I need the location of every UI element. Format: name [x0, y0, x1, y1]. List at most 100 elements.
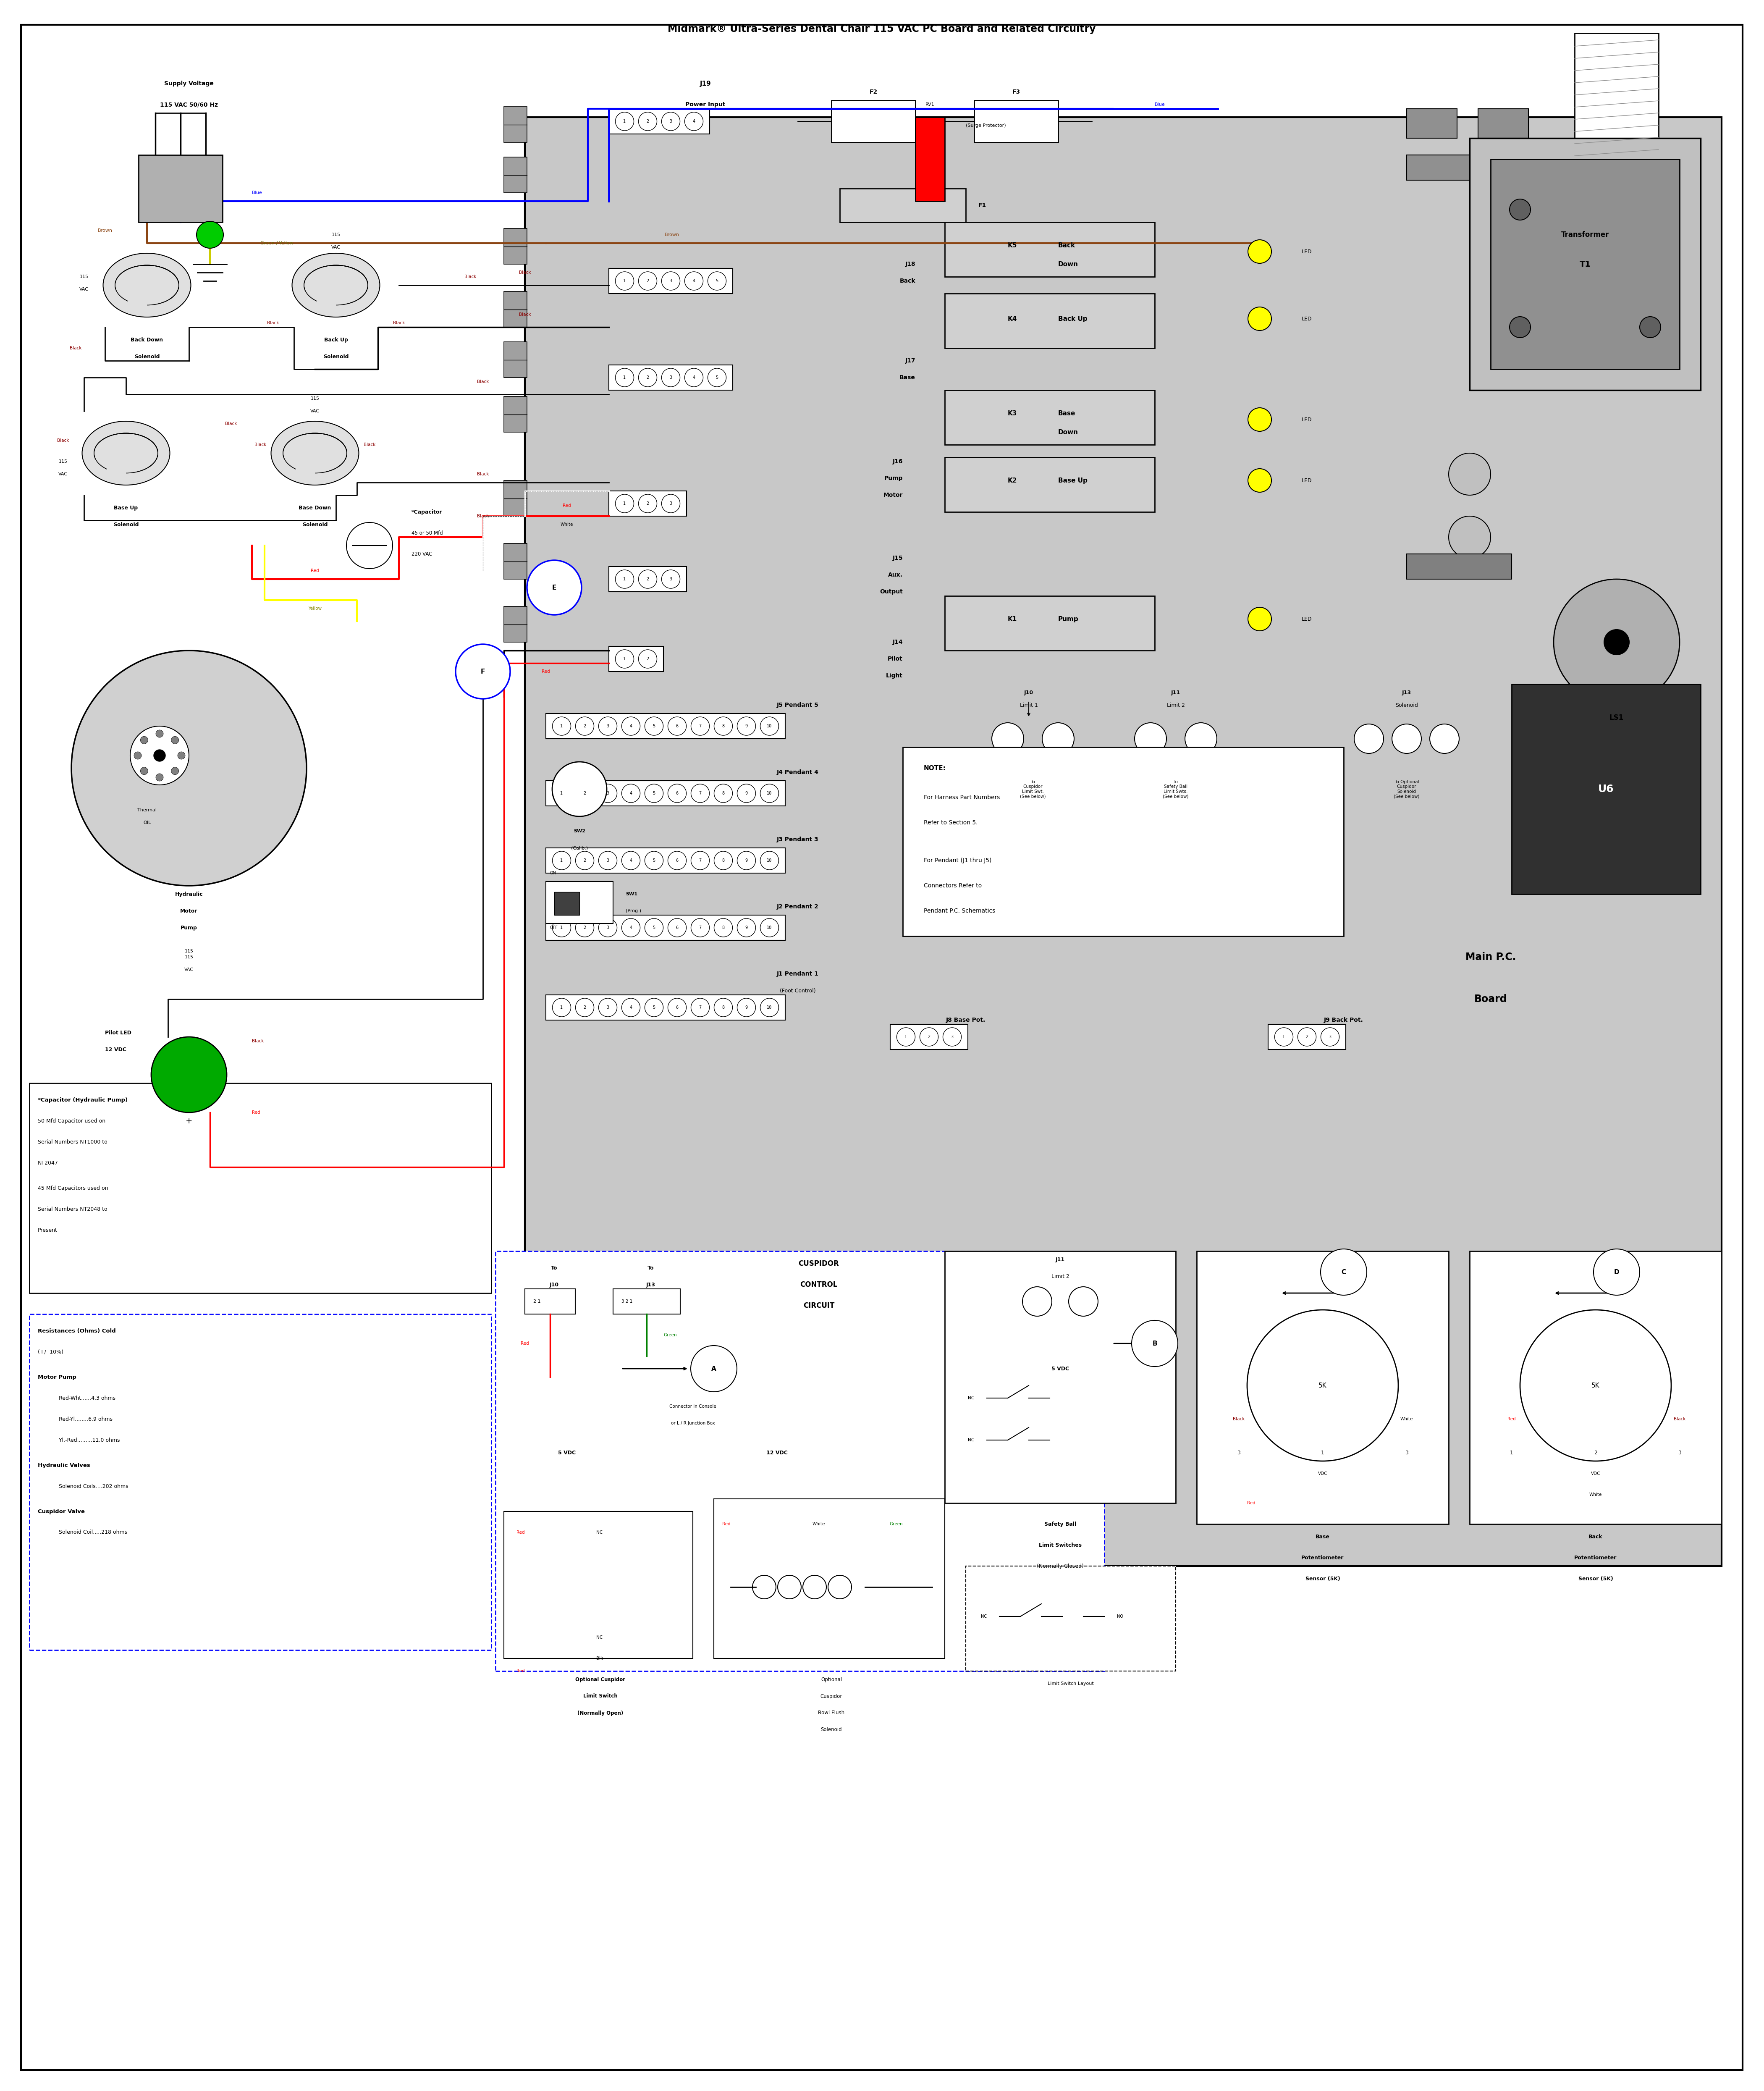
Text: (Calib.): (Calib.): [572, 845, 587, 851]
Text: 4: 4: [630, 790, 632, 795]
Text: 1: 1: [623, 577, 626, 581]
Text: 3: 3: [670, 577, 672, 581]
Circle shape: [662, 368, 681, 387]
Text: 1: 1: [561, 1006, 563, 1010]
Bar: [609, 366, 732, 391]
Text: NC: NC: [968, 1397, 974, 1401]
Text: Black: Black: [393, 320, 406, 324]
Circle shape: [760, 784, 778, 803]
Text: J19: J19: [700, 79, 711, 86]
Text: J10: J10: [1025, 690, 1034, 694]
Ellipse shape: [293, 253, 379, 318]
Text: J9 Back Pot.: J9 Back Pot.: [1325, 1016, 1364, 1022]
Text: 1: 1: [623, 657, 626, 661]
Text: 2: 2: [584, 1006, 586, 1010]
Text: Red: Red: [252, 1110, 259, 1115]
Text: Sensor (5K): Sensor (5K): [1305, 1577, 1341, 1581]
Circle shape: [662, 272, 681, 291]
Text: Blk: Blk: [596, 1656, 603, 1660]
Text: 5: 5: [653, 723, 654, 728]
Text: +: +: [185, 1117, 192, 1125]
Circle shape: [669, 918, 686, 937]
Circle shape: [737, 851, 755, 870]
Text: J8 Base Pot.: J8 Base Pot.: [946, 1016, 986, 1022]
Text: J18: J18: [905, 261, 916, 268]
Text: VAC: VAC: [183, 968, 194, 972]
Text: J15: J15: [893, 556, 903, 560]
Bar: [1406, 155, 1533, 180]
Text: 6: 6: [676, 926, 679, 930]
Bar: [946, 293, 1155, 347]
Text: Black: Black: [69, 345, 81, 351]
Text: Black: Black: [254, 443, 266, 447]
Circle shape: [552, 761, 607, 815]
Circle shape: [598, 997, 617, 1016]
Text: To: To: [550, 1265, 557, 1271]
Text: 5: 5: [653, 859, 654, 864]
Text: LED: LED: [1302, 316, 1312, 322]
Text: Thermal: Thermal: [138, 807, 157, 811]
Circle shape: [1247, 408, 1272, 431]
Text: Transformer: Transformer: [1561, 230, 1609, 238]
Text: 2: 2: [646, 657, 649, 661]
Bar: [545, 916, 785, 941]
Circle shape: [714, 784, 732, 803]
Text: Black: Black: [476, 381, 489, 385]
Text: For Pendant (J1 thru J5): For Pendant (J1 thru J5): [924, 857, 991, 864]
Text: 5K: 5K: [1318, 1382, 1327, 1388]
Text: Yellow: Yellow: [309, 606, 321, 611]
Text: 3: 3: [1678, 1449, 1681, 1455]
Text: Red: Red: [517, 1531, 524, 1535]
Text: Hydraulic Valves: Hydraulic Valves: [37, 1462, 90, 1468]
Text: To
Cuspidor
Limit Swt.
(See below): To Cuspidor Limit Swt. (See below): [1020, 780, 1046, 799]
Circle shape: [598, 918, 617, 937]
Bar: [714, 1499, 946, 1658]
Text: VDC: VDC: [1318, 1472, 1327, 1476]
Text: 12 VDC: 12 VDC: [766, 1449, 787, 1455]
Text: Solenoid: Solenoid: [113, 523, 139, 527]
Text: Present: Present: [37, 1227, 58, 1234]
Text: Green: Green: [663, 1332, 677, 1336]
Text: CUSPIDOR: CUSPIDOR: [799, 1261, 840, 1267]
Circle shape: [760, 717, 778, 736]
Bar: [974, 100, 1058, 142]
Text: LED: LED: [1302, 249, 1312, 255]
Text: 1: 1: [623, 376, 626, 381]
Circle shape: [153, 751, 166, 761]
Text: 1: 1: [561, 723, 563, 728]
Bar: [916, 117, 946, 201]
Text: 1: 1: [1510, 1449, 1514, 1455]
Circle shape: [707, 368, 727, 387]
Text: K1: K1: [1007, 617, 1018, 623]
Text: Cuspidor: Cuspidor: [820, 1694, 843, 1700]
Circle shape: [669, 784, 686, 803]
Circle shape: [1521, 1309, 1671, 1462]
Text: Hydraulic: Hydraulic: [175, 891, 203, 897]
Text: Black: Black: [519, 312, 531, 316]
Circle shape: [152, 1037, 228, 1112]
Circle shape: [1134, 723, 1166, 755]
Circle shape: [1510, 316, 1531, 337]
Text: Back: Back: [900, 278, 916, 284]
Circle shape: [691, 717, 709, 736]
Text: J1 Pendant 1: J1 Pendant 1: [776, 970, 818, 976]
Text: To Optional
Cuspidor
Solenoid
(See below): To Optional Cuspidor Solenoid (See below…: [1394, 780, 1420, 799]
Bar: [609, 109, 709, 134]
Text: Refer to Section 5.: Refer to Section 5.: [924, 820, 977, 826]
Text: Motor: Motor: [180, 907, 198, 914]
Text: Base Up: Base Up: [115, 506, 138, 510]
Circle shape: [639, 272, 656, 291]
Text: 10: 10: [767, 790, 773, 795]
Text: Back: Back: [1589, 1535, 1603, 1539]
Text: Solenoid: Solenoid: [820, 1727, 841, 1733]
Text: 4: 4: [630, 723, 632, 728]
Text: Bowl Flush: Bowl Flush: [818, 1710, 845, 1717]
Bar: [545, 713, 785, 738]
Circle shape: [760, 997, 778, 1016]
Text: 7: 7: [699, 1006, 702, 1010]
Text: 9: 9: [744, 723, 748, 728]
Bar: [946, 391, 1155, 445]
Text: 2: 2: [646, 577, 649, 581]
Text: Black: Black: [226, 422, 236, 427]
Text: NC: NC: [596, 1635, 603, 1639]
